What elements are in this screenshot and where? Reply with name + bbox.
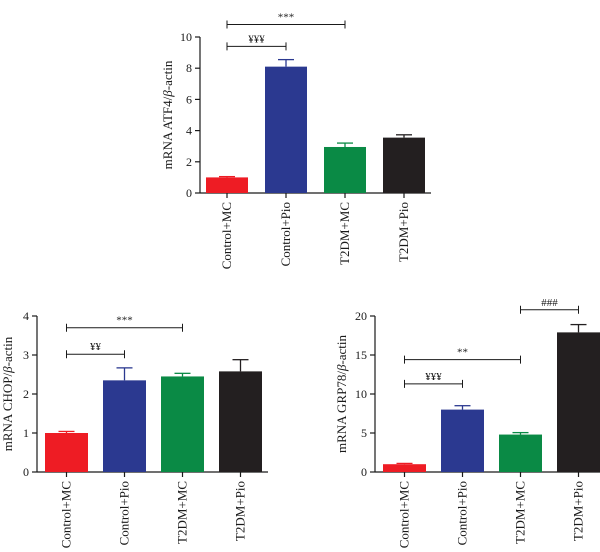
significance-label: ** <box>457 347 468 359</box>
y-axis-label-beta: β <box>0 366 15 374</box>
significance-label: ¥¥ <box>90 341 102 353</box>
y-axis-label: mRNA GRP78/β-actin <box>334 334 349 453</box>
y-tick-label: 0 <box>186 186 192 200</box>
y-tick-label: 8 <box>186 61 192 75</box>
y-tick-label: 4 <box>186 124 192 138</box>
y-axis-label-suffix: -actin <box>160 60 175 90</box>
bar-3 <box>557 332 600 472</box>
y-tick-label: 2 <box>23 387 29 401</box>
bar-2 <box>499 434 542 472</box>
y-tick-label: 0 <box>361 465 367 479</box>
y-axis-label-prefix: mRNA ATF4/ <box>160 96 175 169</box>
x-tick-label: T2DM+MC <box>175 481 190 544</box>
bar-0 <box>206 177 248 193</box>
bar-2 <box>324 146 366 193</box>
bar-3 <box>383 137 425 193</box>
bar-3 <box>219 371 262 472</box>
x-tick-label: T2DM+Pio <box>233 481 248 541</box>
x-tick-label: T2DM+Pio <box>396 202 411 262</box>
y-axis-label-beta: β <box>160 90 175 98</box>
x-tick-label: Control+MC <box>219 202 234 269</box>
significance-label: *** <box>278 12 295 24</box>
y-tick-label: 4 <box>23 309 29 323</box>
y-tick-label: 10 <box>355 387 367 401</box>
x-tick-label: Control+MC <box>59 481 74 548</box>
significance-label: ### <box>541 297 558 309</box>
y-axis-label-prefix: mRNA GRP78/ <box>334 371 349 453</box>
y-axis-label-prefix: mRNA CHOP/ <box>0 372 15 451</box>
x-tick-label: Control+Pio <box>278 202 293 266</box>
x-tick-label: Control+Pio <box>117 481 132 545</box>
chop-chart: 0 1 2 3 4 mRNA CHOP/β-actin Control+MC Control+… <box>0 309 268 548</box>
bar-0 <box>383 464 426 472</box>
y-axis-label-suffix: -actin <box>334 334 349 364</box>
y-tick-label: 10 <box>180 30 192 44</box>
bar-2 <box>161 376 204 472</box>
bar-1 <box>103 380 146 472</box>
y-tick-label: 2 <box>186 155 192 169</box>
y-tick-label: 1 <box>23 426 29 440</box>
y-tick-label: 3 <box>23 348 29 362</box>
x-tick-label: T2DM+Pio <box>571 481 586 541</box>
bar-0 <box>45 433 88 472</box>
x-tick-label: T2DM+MC <box>513 481 528 544</box>
significance-label: ¥¥¥ <box>425 371 442 383</box>
significance-label: *** <box>116 315 133 327</box>
bar-1 <box>441 409 484 472</box>
grp78-chart: 0 5 10 15 20 mRNA GRP78/β-actin Control+MC Cont… <box>334 297 600 548</box>
x-tick-label: T2DM+MC <box>337 202 352 265</box>
x-tick-label: Control+MC <box>397 481 412 548</box>
y-tick-label: 20 <box>355 309 367 323</box>
y-tick-label: 6 <box>186 92 192 106</box>
atf4-chart: 0 2 4 6 8 10 mRNA ATF4/β-actin Control+MC Contro… <box>160 12 431 269</box>
y-axis-label: mRNA ATF4/β-actin <box>160 60 175 169</box>
x-tick-label: Control+Pio <box>455 481 470 545</box>
significance-label: ¥¥¥ <box>248 33 265 45</box>
y-tick-label: 0 <box>23 465 29 479</box>
bar-1 <box>265 66 307 193</box>
y-tick-label: 5 <box>361 426 367 440</box>
y-axis-label-beta: β <box>334 364 349 372</box>
y-axis-label-suffix: -actin <box>0 336 15 366</box>
y-tick-label: 15 <box>355 348 367 362</box>
y-axis-label: mRNA CHOP/β-actin <box>0 336 15 451</box>
